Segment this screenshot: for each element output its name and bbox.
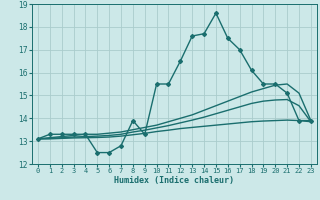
X-axis label: Humidex (Indice chaleur): Humidex (Indice chaleur) — [115, 176, 234, 185]
